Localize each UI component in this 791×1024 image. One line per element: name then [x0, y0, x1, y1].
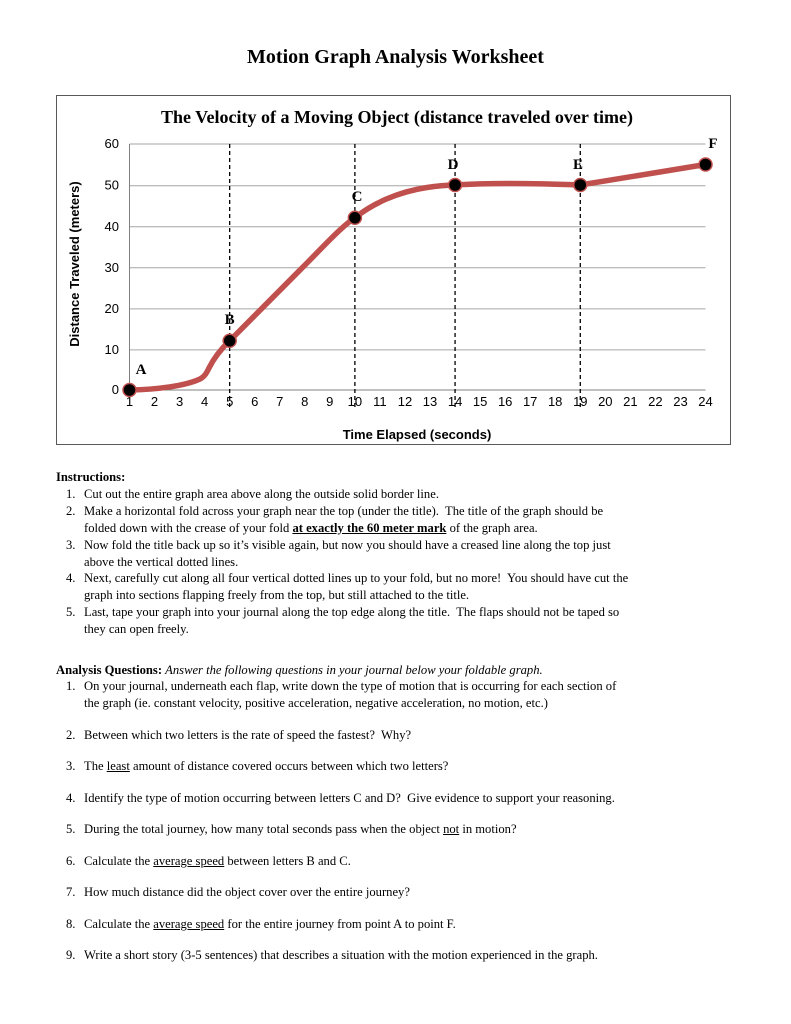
- svg-text:50: 50: [105, 178, 119, 193]
- svg-text:C: C: [352, 189, 363, 205]
- svg-text:The Velocity of a Moving Objec: The Velocity of a Moving Object (distanc…: [161, 107, 633, 128]
- svg-text:20: 20: [105, 301, 119, 316]
- svg-text:20: 20: [598, 394, 612, 409]
- svg-text:6: 6: [251, 394, 258, 409]
- svg-text:15: 15: [473, 394, 487, 409]
- svg-text:60: 60: [105, 136, 119, 151]
- svg-text:14: 14: [448, 394, 462, 409]
- svg-text:13: 13: [423, 394, 437, 409]
- svg-text:22: 22: [648, 394, 662, 409]
- svg-text:Time Elapsed (seconds): Time Elapsed (seconds): [343, 427, 492, 442]
- svg-text:5: 5: [226, 394, 233, 409]
- svg-text:30: 30: [105, 260, 119, 275]
- svg-text:9: 9: [326, 394, 333, 409]
- svg-text:8: 8: [301, 394, 308, 409]
- svg-text:11: 11: [373, 394, 387, 409]
- svg-text:7: 7: [276, 394, 283, 409]
- svg-text:D: D: [448, 157, 459, 173]
- svg-text:16: 16: [498, 394, 512, 409]
- svg-text:0: 0: [112, 382, 119, 397]
- svg-text:12: 12: [398, 394, 412, 409]
- svg-text:24: 24: [698, 394, 712, 409]
- svg-text:4: 4: [201, 394, 208, 409]
- svg-text:Distance Traveled (meters): Distance Traveled (meters): [67, 181, 82, 346]
- svg-text:18: 18: [548, 394, 562, 409]
- svg-text:23: 23: [673, 394, 687, 409]
- svg-text:2: 2: [151, 394, 158, 409]
- svg-text:B: B: [225, 312, 235, 328]
- svg-text:3: 3: [176, 394, 183, 409]
- svg-text:E: E: [573, 157, 583, 173]
- svg-text:10: 10: [105, 342, 119, 357]
- svg-text:A: A: [136, 362, 147, 378]
- svg-text:21: 21: [623, 394, 637, 409]
- svg-text:10: 10: [348, 394, 362, 409]
- svg-text:40: 40: [105, 219, 119, 234]
- svg-text:F: F: [708, 136, 717, 152]
- svg-text:17: 17: [523, 394, 537, 409]
- svg-text:19: 19: [573, 394, 587, 409]
